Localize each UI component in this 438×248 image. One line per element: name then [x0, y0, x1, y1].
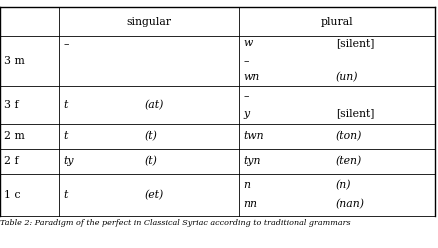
Text: (un): (un) — [335, 72, 357, 82]
Text: –: – — [64, 39, 69, 49]
Text: y: y — [243, 109, 249, 119]
Text: twn: twn — [243, 131, 264, 141]
Text: (t): (t) — [145, 156, 157, 166]
Text: 3 m: 3 m — [4, 56, 25, 66]
Text: t: t — [64, 100, 68, 110]
Text: 1 c: 1 c — [4, 190, 21, 200]
Text: ty: ty — [64, 156, 74, 166]
Text: –: – — [243, 91, 249, 101]
Text: wn: wn — [243, 72, 259, 82]
Text: (et): (et) — [145, 189, 164, 200]
Text: (nan): (nan) — [335, 199, 364, 210]
Text: –: – — [243, 56, 249, 66]
Text: tyn: tyn — [243, 156, 261, 166]
Text: (n): (n) — [335, 180, 350, 190]
Text: w: w — [243, 38, 252, 48]
Text: [silent]: [silent] — [335, 38, 373, 48]
Text: (at): (at) — [145, 100, 164, 110]
Text: t: t — [64, 131, 68, 141]
Text: 2 m: 2 m — [4, 131, 25, 141]
Text: Table 2: Paradigm of the perfect in Classical Syriac according to traditional gr: Table 2: Paradigm of the perfect in Clas… — [0, 219, 350, 227]
Text: nn: nn — [243, 199, 257, 209]
Text: (ten): (ten) — [335, 156, 361, 166]
Text: (t): (t) — [145, 131, 157, 142]
Text: (ton): (ton) — [335, 131, 361, 142]
Text: 2 f: 2 f — [4, 156, 19, 166]
Text: plural: plural — [320, 17, 353, 27]
Text: t: t — [64, 190, 68, 200]
Text: singular: singular — [127, 17, 171, 27]
Text: n: n — [243, 180, 250, 190]
Text: [silent]: [silent] — [335, 109, 373, 119]
Text: 3 f: 3 f — [4, 100, 19, 110]
